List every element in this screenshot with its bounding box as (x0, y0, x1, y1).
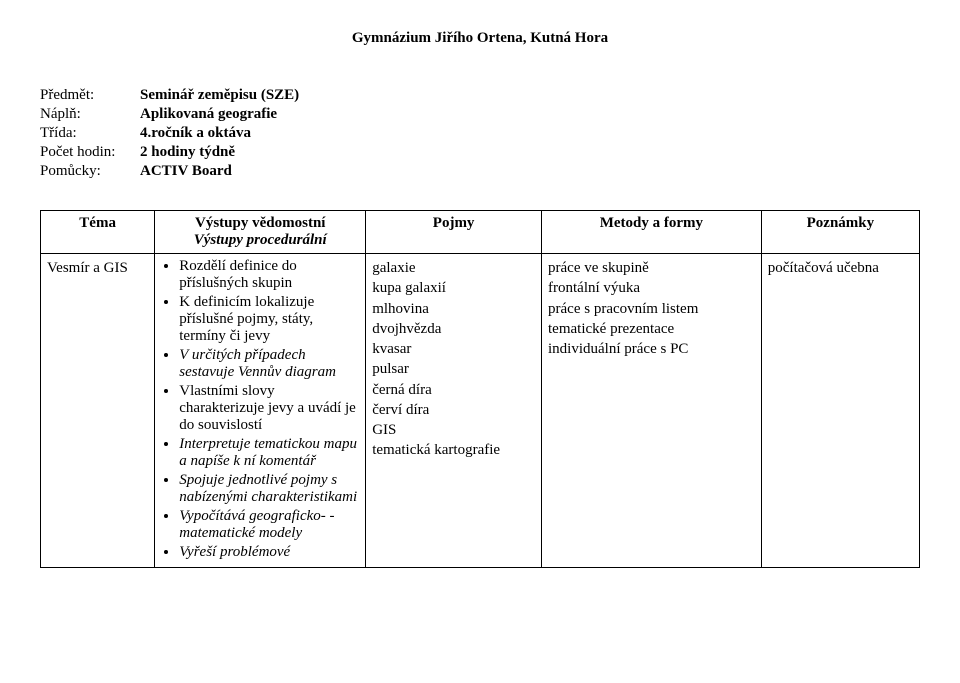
vystupy-item: Vypočítává geograficko- - matematické mo… (179, 508, 359, 542)
cell-poznamky: počítačová učebna (761, 254, 919, 568)
meta-label: Pomůcky: (40, 163, 140, 180)
pojmy-line: kvasar (372, 339, 535, 359)
metody-line: individuální práce s PC (548, 339, 755, 359)
vystupy-item: Vlastními slovy charakterizuje jevy a uv… (179, 383, 359, 434)
meta-row: Třída: 4.ročník a oktáva (40, 125, 920, 142)
cell-vystupy: Rozdělí definice do příslušných skupinK … (155, 254, 366, 568)
pojmy-line: pulsar (372, 359, 535, 379)
pojmy-line: červí díra (372, 400, 535, 420)
pojmy-line: tematická kartografie (372, 440, 535, 460)
metody-line: práce ve skupině (548, 258, 755, 278)
table-row: Vesmír a GIS Rozdělí definice do přísluš… (41, 254, 920, 568)
meta-label: Náplň: (40, 106, 140, 123)
th-vystupy: Výstupy vědomostní Výstupy procedurální (155, 211, 366, 254)
vystupy-item: Vyřeší problémové (179, 544, 359, 561)
meta-value: Seminář zeměpisu (SZE) (140, 87, 299, 104)
meta-row: Počet hodin: 2 hodiny týdně (40, 144, 920, 161)
pojmy-line: GIS (372, 420, 535, 440)
th-metody: Metody a formy (542, 211, 762, 254)
meta-row: Náplň: Aplikovaná geografie (40, 106, 920, 123)
meta-row: Pomůcky: ACTIV Board (40, 163, 920, 180)
th-vystupy-top: Výstupy vědomostní (161, 215, 359, 232)
page-title: Gymnázium Jiřího Ortena, Kutná Hora (40, 30, 920, 47)
cell-metody: práce ve skupiněfrontální výukapráce s p… (542, 254, 762, 568)
th-tema: Téma (41, 211, 155, 254)
cell-pojmy: galaxiekupa galaxiímlhovinadvojhvězdakva… (366, 254, 542, 568)
pojmy-line: mlhovina (372, 299, 535, 319)
pojmy-line: kupa galaxií (372, 278, 535, 298)
th-vystupy-bottom: Výstupy procedurální (161, 232, 359, 249)
meta-value: 2 hodiny týdně (140, 144, 235, 161)
th-pojmy: Pojmy (366, 211, 542, 254)
vystupy-item: K definicím lokalizuje příslušné pojmy, … (179, 294, 359, 345)
meta-value: ACTIV Board (140, 163, 232, 180)
meta-label: Počet hodin: (40, 144, 140, 161)
cell-tema: Vesmír a GIS (41, 254, 155, 568)
vystupy-item: Interpretuje tematickou mapu a napíše k … (179, 436, 359, 470)
th-poznamky: Poznámky (761, 211, 919, 254)
meta-label: Předmět: (40, 87, 140, 104)
metody-line: frontální výuka (548, 278, 755, 298)
meta-label: Třída: (40, 125, 140, 142)
vystupy-item: Spojuje jednotlivé pojmy s nabízenými ch… (179, 472, 359, 506)
metody-line: práce s pracovním listem (548, 299, 755, 319)
curriculum-table: Téma Výstupy vědomostní Výstupy procedur… (40, 210, 920, 568)
metody-line: tematické prezentace (548, 319, 755, 339)
pojmy-line: černá díra (372, 380, 535, 400)
meta-value: Aplikovaná geografie (140, 106, 277, 123)
meta-row: Předmět: Seminář zeměpisu (SZE) (40, 87, 920, 104)
vystupy-list: Rozdělí definice do příslušných skupinK … (161, 258, 359, 561)
pojmy-line: galaxie (372, 258, 535, 278)
meta-value: 4.ročník a oktáva (140, 125, 251, 142)
vystupy-item: V určitých případech sestavuje Vennův di… (179, 347, 359, 381)
meta-block: Předmět: Seminář zeměpisu (SZE) Náplň: A… (40, 87, 920, 180)
vystupy-item: Rozdělí definice do příslušných skupin (179, 258, 359, 292)
pojmy-line: dvojhvězda (372, 319, 535, 339)
table-header-row: Téma Výstupy vědomostní Výstupy procedur… (41, 211, 920, 254)
